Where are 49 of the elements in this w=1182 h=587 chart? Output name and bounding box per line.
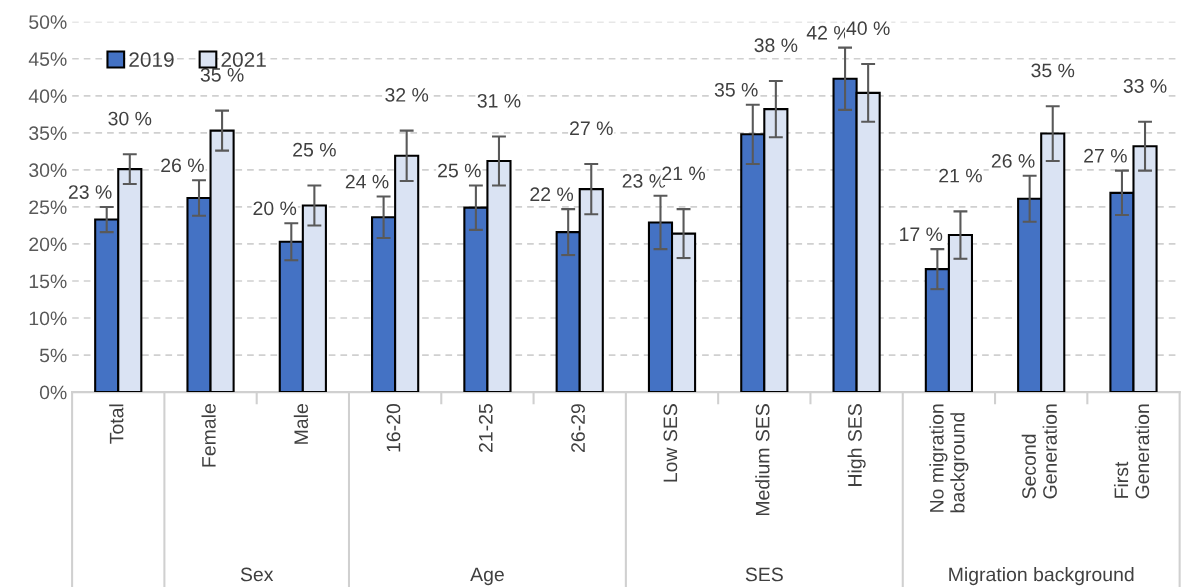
- data-label: 23 %: [68, 185, 112, 199]
- y-tick-label: 15%: [29, 274, 67, 289]
- data-label: 17 %: [900, 227, 943, 242]
- y-tick-label: 50%: [29, 15, 67, 29]
- text: Age: [470, 567, 504, 586]
- data-label: 25 %: [293, 142, 336, 157]
- data-label: 25 %: [438, 163, 481, 178]
- data-label: 22 %: [530, 187, 574, 202]
- x-tick-label: High SES: [847, 404, 866, 486]
- data-label: 26 %: [161, 158, 204, 173]
- x-tick-label: Medium SES: [755, 404, 770, 516]
- legend-label: 2021: [221, 52, 266, 67]
- data-label: 35 %: [200, 68, 244, 82]
- data-label: 24 %: [345, 174, 389, 189]
- x-tick-label: Male: [293, 404, 309, 444]
- data-label: 21 %: [939, 168, 982, 183]
- x-tick-label: Second Generation: [1021, 404, 1057, 499]
- y-tick-label: 0%: [39, 385, 67, 400]
- x-tick-label: 26-29: [571, 404, 585, 452]
- y-tick-label: 5%: [39, 348, 67, 363]
- text: Sex: [240, 567, 274, 582]
- data-label: 27 %: [1084, 148, 1127, 163]
- y-tick-label: 35%: [29, 126, 67, 141]
- data-label: 20 %: [253, 201, 297, 216]
- x-tick-label: Total: [109, 404, 124, 444]
- data-label: 33 %: [1123, 79, 1167, 93]
- data-label: 38 %: [754, 38, 798, 53]
- y-tick-label: 20%: [29, 237, 67, 252]
- data-label: 30 %: [108, 111, 152, 126]
- text: Migration background: [949, 567, 1134, 586]
- x-tick-label: Low SES: [663, 404, 678, 482]
- data-label: 26 %: [991, 154, 1035, 168]
- legend-label: 2019: [129, 52, 174, 67]
- data-label: 35 %: [714, 82, 758, 97]
- y-tick-label: 45%: [28, 52, 67, 66]
- y-tick-label: 25%: [29, 200, 67, 215]
- x-tick-label: Female: [201, 404, 216, 467]
- y-tick-label: 10%: [29, 311, 67, 326]
- x-tick-label: First Generation: [1113, 404, 1150, 499]
- data-label: 27 %: [570, 121, 613, 136]
- x-tick-label: 21-25: [478, 404, 493, 452]
- y-tick-label: 40%: [28, 89, 67, 104]
- x-tick-label: No migration background: [929, 404, 969, 513]
- y-tick-label: 30%: [29, 163, 67, 178]
- text: SES: [745, 567, 783, 582]
- data-label: 32 %: [385, 88, 429, 102]
- x-tick-label: 16-20: [386, 403, 401, 452]
- data-label: 31 %: [477, 93, 521, 108]
- data-label: 35 %: [1031, 63, 1075, 78]
